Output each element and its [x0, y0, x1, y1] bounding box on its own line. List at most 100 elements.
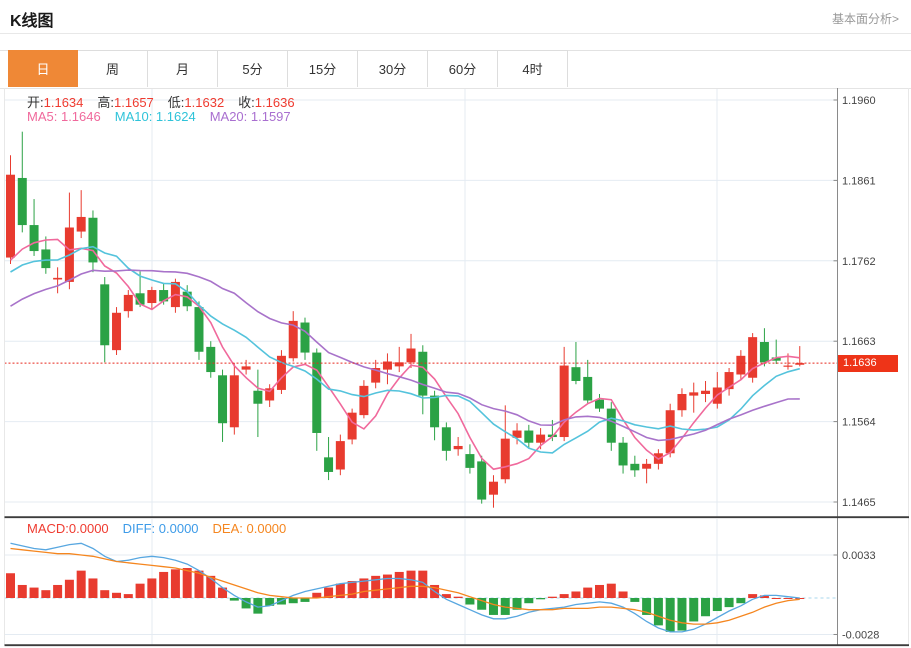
macd-bar [229, 598, 239, 601]
candle-body [724, 372, 734, 390]
legend-label: DIFF: [122, 521, 159, 536]
candle-body [359, 385, 369, 416]
svg-text:1.1762: 1.1762 [842, 256, 876, 268]
ma5-line [9, 238, 800, 471]
macd-bar [88, 578, 98, 598]
candle-body [595, 399, 604, 409]
macd-bar [665, 598, 675, 632]
macd-bar [218, 587, 228, 598]
macd-bar [335, 583, 345, 598]
period-tab-0[interactable]: 日 [8, 50, 78, 87]
candle-body [642, 463, 652, 469]
candle-body [441, 427, 451, 451]
candle-body [500, 438, 510, 480]
macd-bar [630, 598, 640, 602]
candle-body [430, 395, 440, 428]
candle-body [394, 362, 404, 367]
macd-bar [300, 598, 310, 602]
candle-body [618, 442, 628, 466]
macd-bar [265, 598, 275, 606]
candle-body [100, 284, 110, 346]
svg-text:-0.0028: -0.0028 [842, 629, 879, 641]
macd-bar [618, 591, 628, 598]
macd-bar [689, 598, 699, 622]
macd-bar [312, 592, 322, 598]
candle-body [606, 408, 616, 443]
svg-text:1.1564: 1.1564 [842, 417, 876, 429]
macd-bar [147, 578, 157, 598]
period-tab-2[interactable]: 月 [148, 50, 218, 87]
candle-body [701, 390, 711, 394]
fundamental-analysis-link[interactable]: 基本面分析> [831, 12, 899, 26]
legend-label: MA10: [114, 109, 156, 124]
legend-value: 1.1632 [184, 95, 225, 110]
legend-label: 高: [97, 95, 115, 110]
candle-body [488, 481, 498, 495]
candle-body [300, 322, 310, 353]
diff-line [10, 542, 800, 633]
macd-bar [477, 598, 487, 610]
macd-bar [606, 583, 616, 598]
macd-bar [123, 594, 133, 598]
candle-body [347, 412, 357, 440]
candle-body [783, 365, 793, 367]
price-axis-labels: 1.1960 1.1861 1.1762 1.1663 1.1564 1.1465 0.00… [833, 95, 879, 641]
macd-bar [583, 587, 593, 598]
macd-bar [571, 591, 581, 598]
period-tab-6[interactable]: 60分 [428, 50, 498, 87]
candle-body [123, 294, 133, 312]
candle-body [253, 390, 263, 404]
ma-legend: MA5: 1.1646 MA10: 1.1624 MA20: 1.1597 [27, 109, 305, 124]
period-tab-7[interactable]: 4时 [498, 50, 568, 87]
legend-label: MACD: [27, 521, 69, 536]
macd-bar [771, 598, 781, 599]
macd-bar [64, 579, 74, 598]
period-tab-1[interactable]: 周 [78, 50, 148, 87]
legend-label: MA5: [27, 109, 61, 124]
candle-body [265, 388, 275, 401]
macd-bar [100, 590, 110, 598]
ma20-line [10, 269, 800, 442]
macd-bar [194, 570, 204, 598]
candle-body [147, 290, 157, 304]
period-tab-3[interactable]: 5分 [218, 50, 288, 87]
candle-body [748, 337, 758, 378]
svg-text:1.1861: 1.1861 [842, 175, 876, 187]
candle-body [206, 346, 216, 373]
title-divider [0, 33, 911, 34]
macd-bar [135, 583, 145, 598]
candle-body [665, 410, 675, 454]
svg-text:1.1465: 1.1465 [842, 497, 876, 509]
legend-label: DEA: [212, 521, 247, 536]
legend-value: 1.1657 [114, 95, 154, 110]
current-price-badge: 1.1636 [838, 355, 898, 372]
macd-bar [559, 594, 569, 598]
ohlc-legend: 开:1.1634 高:1.1657 低:1.1632 收:1.1636 [27, 92, 309, 111]
macd-bar [394, 571, 404, 598]
macd-bar [53, 584, 63, 598]
macd-bar [653, 598, 663, 626]
candle-body [583, 376, 593, 401]
legend-value: 1.1624 [155, 109, 196, 124]
candle-body [276, 355, 286, 390]
candle-body [241, 366, 251, 370]
legend-value: 0.0000 [246, 521, 287, 536]
period-tab-5[interactable]: 30分 [358, 50, 428, 87]
macd-bar [359, 578, 369, 598]
candle-body [689, 392, 699, 396]
macd-bar [536, 598, 546, 600]
period-tab-4[interactable]: 15分 [288, 50, 358, 87]
candle-body [465, 454, 475, 468]
candles-group [6, 131, 805, 508]
candle-body [371, 368, 381, 383]
macd-bar [677, 598, 687, 631]
candle-body [630, 463, 640, 471]
candle-body [512, 430, 522, 438]
macd-bar [41, 590, 51, 598]
svg-text:1.1663: 1.1663 [842, 336, 876, 348]
macd-bar [288, 598, 298, 604]
legend-value: 1.1636 [254, 95, 295, 110]
macd-bar [406, 570, 416, 598]
